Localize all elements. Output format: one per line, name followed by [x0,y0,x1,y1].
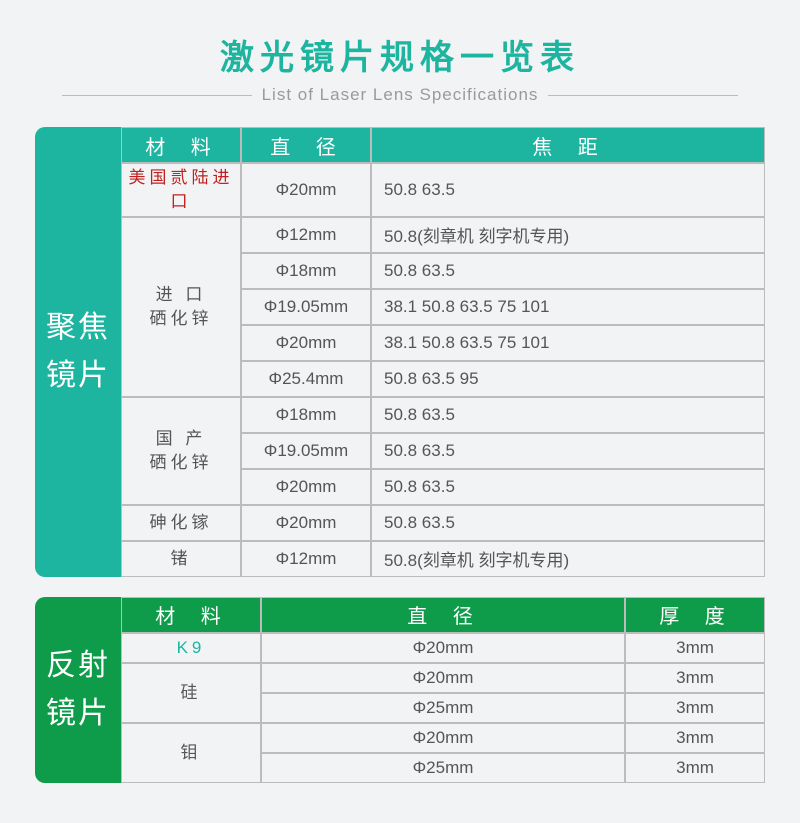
diameter-cell: Φ19.05mm [241,289,371,325]
subtitle: List of Laser Lens Specifications [262,85,539,105]
table2-grid: 材 料直 径厚 度K9Φ20mm3mm硅Φ20mm3mmΦ25mm3mm钼Φ20… [121,597,765,783]
reflecting-lens-table: 反射 镜片 材 料直 径厚 度K9Φ20mm3mm硅Φ20mm3mmΦ25mm3… [35,597,765,783]
focal-cell: 38.1 50.8 63.5 75 101 [371,325,765,361]
side-label-text: 聚焦 [46,304,110,352]
diameter-cell: Φ25mm [261,753,625,783]
side-label-text: 镜片 [46,690,110,738]
side-label-text: 反射 [46,642,110,690]
table2-side-label: 反射 镜片 [35,597,121,783]
diameter-cell: Φ12mm [241,541,371,577]
material-cell: 钼 [121,723,261,783]
divider-left [62,95,252,96]
table1-grid: 材 料直 径焦 距美国贰陆进口Φ20mm50.8 63.5进 口硒化锌Φ12mm… [121,127,765,577]
main-title: 激光镜片规格一览表 [35,30,765,79]
diameter-cell: Φ19.05mm [241,433,371,469]
thickness-cell: 3mm [625,723,765,753]
diameter-cell: Φ25mm [261,693,625,723]
focal-cell: 50.8 63.5 [371,163,765,217]
material-cell: 锗 [121,541,241,577]
diameter-cell: Φ20mm [261,723,625,753]
focal-cell: 38.1 50.8 63.5 75 101 [371,289,765,325]
diameter-cell: Φ18mm [241,397,371,433]
diameter-cell: Φ20mm [261,663,625,693]
table2-header-material: 材 料 [121,597,261,633]
focal-cell: 50.8(刻章机 刻字机专用) [371,541,765,577]
focal-cell: 50.8 63.5 [371,397,765,433]
focal-cell: 50.8 63.5 [371,505,765,541]
diameter-cell: Φ20mm [241,325,371,361]
table1-header-diameter: 直 径 [241,127,371,163]
table1-side-label: 聚焦 镜片 [35,127,121,577]
thickness-cell: 3mm [625,633,765,663]
diameter-cell: Φ20mm [241,163,371,217]
diameter-cell: Φ20mm [241,505,371,541]
focusing-lens-table: 聚焦 镜片 材 料直 径焦 距美国贰陆进口Φ20mm50.8 63.5进 口硒化… [35,127,765,577]
title-block: 激光镜片规格一览表 List of Laser Lens Specificati… [35,30,765,105]
focal-cell: 50.8 63.5 [371,253,765,289]
focal-cell: 50.8 63.5 95 [371,361,765,397]
thickness-cell: 3mm [625,693,765,723]
divider-right [548,95,738,96]
table1-header-material: 材 料 [121,127,241,163]
material-cell: K9 [121,633,261,663]
diameter-cell: Φ25.4mm [241,361,371,397]
thickness-cell: 3mm [625,753,765,783]
material-cell: 进 口硒化锌 [121,217,241,397]
diameter-cell: Φ12mm [241,217,371,253]
subtitle-row: List of Laser Lens Specifications [35,85,765,105]
focal-cell: 50.8 63.5 [371,469,765,505]
material-cell: 硅 [121,663,261,723]
table1-header-focal: 焦 距 [371,127,765,163]
table2-header-diameter: 直 径 [261,597,625,633]
focal-cell: 50.8 63.5 [371,433,765,469]
diameter-cell: Φ18mm [241,253,371,289]
diameter-cell: Φ20mm [261,633,625,663]
material-cell: 砷化镓 [121,505,241,541]
diameter-cell: Φ20mm [241,469,371,505]
material-cell: 国 产硒化锌 [121,397,241,505]
thickness-cell: 3mm [625,663,765,693]
side-label-text: 镜片 [46,352,110,400]
focal-cell: 50.8(刻章机 刻字机专用) [371,217,765,253]
table2-header-thickness: 厚 度 [625,597,765,633]
material-cell: 美国贰陆进口 [121,163,241,217]
